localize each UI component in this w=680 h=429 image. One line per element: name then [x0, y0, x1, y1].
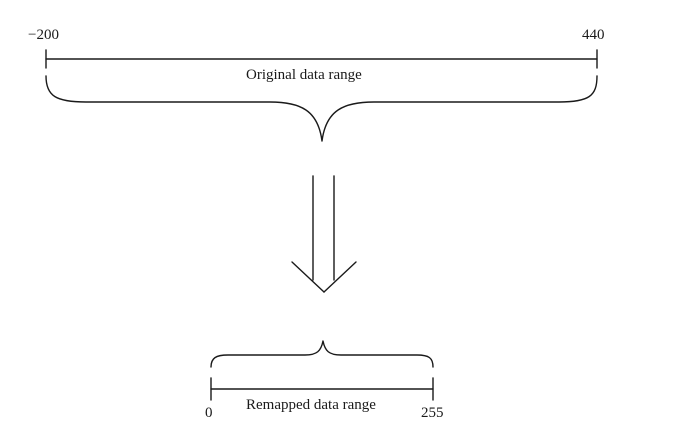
original-max-label: 440: [582, 27, 605, 43]
remapped-range-line: [210, 377, 434, 401]
original-range-title: Original data range: [246, 67, 362, 83]
remapped-range-title: Remapped data range: [246, 397, 376, 413]
original-min-label: −200: [28, 27, 59, 43]
original-range-line: [45, 49, 598, 69]
remapped-min-label: 0: [205, 405, 213, 421]
down-arrow: [291, 175, 357, 293]
remapped-max-label: 255: [421, 405, 444, 421]
remapped-range-brace: [210, 340, 434, 368]
original-range-brace: [45, 75, 598, 142]
